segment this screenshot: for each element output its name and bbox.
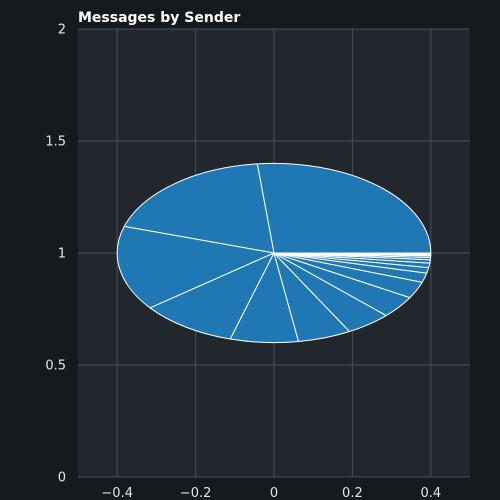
- chart-title: Messages by Sender: [78, 10, 240, 26]
- pie-slices: [116, 162, 432, 344]
- pie-slice-1: [256, 162, 432, 254]
- tick-labels: −0.4 −0.2 0 0.2 0.4 0 0.5 1 1.5 2: [45, 23, 441, 500]
- y-tick-label: 1: [58, 247, 66, 262]
- pie-slice-4: [149, 252, 275, 340]
- pie-slice-2: [123, 163, 275, 254]
- x-tick-label: 0.2: [342, 486, 363, 500]
- x-tick-label: 0: [270, 486, 278, 500]
- y-tick-label: 0: [58, 471, 66, 486]
- pie-slice-18: [273, 252, 432, 255]
- y-tick-label: 1.5: [45, 135, 66, 150]
- x-tick-label: −0.4: [101, 486, 133, 500]
- y-tick-label: 2: [58, 23, 66, 38]
- y-tick-label: 0.5: [45, 359, 66, 374]
- x-tick-label: −0.2: [180, 486, 212, 500]
- pie-slice-3: [116, 225, 275, 309]
- x-tick-label: 0.4: [420, 486, 441, 500]
